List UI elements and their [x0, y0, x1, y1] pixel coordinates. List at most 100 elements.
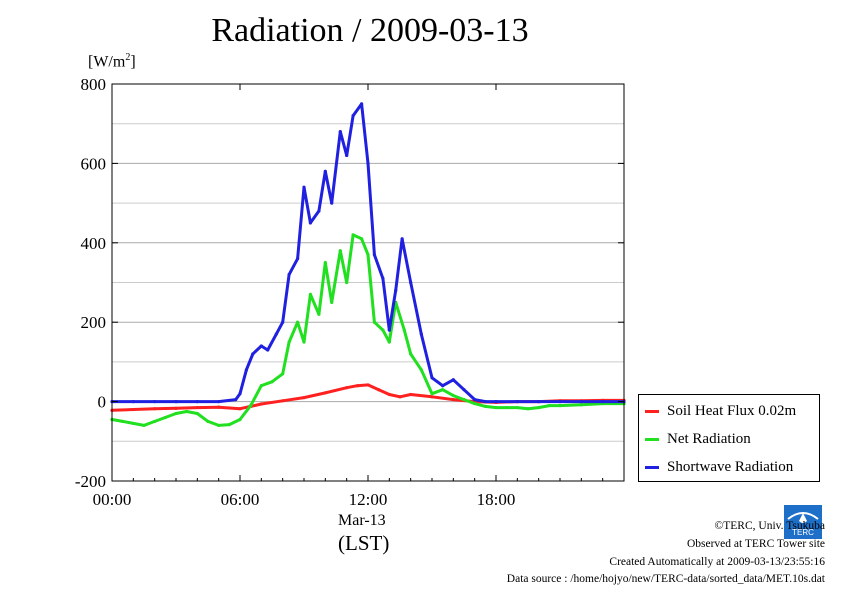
series-point-2: [131, 400, 135, 404]
legend-item-soil-heat-flux: Soil Heat Flux 0.02m: [645, 401, 796, 421]
series-point-1: [351, 233, 355, 237]
series-point-1: [249, 403, 253, 408]
series-point-2: [387, 328, 391, 332]
terc-logo-icon: TERC: [784, 505, 822, 539]
series-point-0: [377, 388, 381, 392]
series-point-1: [547, 403, 551, 408]
svg-text:TERC: TERC: [792, 528, 814, 537]
series-point-0: [355, 384, 359, 388]
series-point-2: [419, 332, 423, 336]
series-point-0: [430, 395, 434, 399]
series-point-2: [338, 130, 342, 134]
series-point-2: [259, 344, 263, 348]
series-point-0: [366, 383, 370, 387]
series-point-1: [308, 292, 312, 297]
series-point-2: [266, 348, 270, 352]
series-point-1: [558, 403, 562, 408]
series-point-2: [451, 378, 455, 382]
series-point-2: [483, 400, 487, 404]
series-point-0: [131, 407, 135, 412]
legend: Soil Heat Flux 0.02m Net Radiation Short…: [638, 394, 820, 482]
series-point-0: [323, 391, 327, 395]
series-point-1: [338, 249, 342, 253]
series-point-1: [163, 415, 167, 420]
series-point-1: [296, 320, 300, 324]
series-point-1: [430, 392, 434, 396]
series-line-2: [112, 102, 624, 404]
footer-copyright: ©TERC, Univ. Tsukuba: [714, 520, 825, 532]
series-point-2: [441, 384, 445, 388]
series-point-2: [153, 400, 157, 404]
series-point-0: [238, 407, 242, 411]
series-point-1: [372, 320, 376, 324]
x-axis-date: Mar-13: [338, 512, 386, 529]
series-point-1: [287, 340, 291, 344]
series-point-2: [330, 201, 334, 205]
series-point-1: [227, 423, 231, 427]
y-unit-sup: 2: [125, 52, 131, 63]
series-point-1: [462, 398, 466, 402]
series-point-1: [142, 423, 146, 428]
footer-observed: Observed at TERC Tower site: [686, 538, 825, 550]
series-point-0: [409, 392, 413, 397]
series-point-0: [302, 396, 306, 400]
y-tick-label: 400: [81, 234, 107, 253]
series-point-1: [483, 404, 487, 408]
series-point-0: [195, 405, 199, 410]
series-point-1: [360, 237, 364, 241]
series-point-0: [451, 398, 455, 402]
series-point-2: [238, 392, 242, 396]
series-point-1: [537, 405, 541, 410]
x-axis-unit: (LST): [338, 531, 390, 555]
series-point-0: [281, 399, 285, 403]
series-point-2: [302, 185, 306, 189]
legend-label-shortwave-radiation: Shortwave Radiation: [667, 458, 794, 475]
series-point-1: [345, 280, 349, 285]
series-point-1: [153, 419, 157, 424]
series-point-1: [494, 405, 498, 410]
y-tick-label: 800: [81, 75, 107, 94]
series-point-1: [270, 380, 274, 384]
legend-swatch-shortwave-radiation: [645, 465, 659, 469]
series-point-2: [601, 400, 605, 404]
series-point-1: [419, 368, 423, 372]
series-point-1: [238, 417, 242, 422]
series-point-1: [302, 340, 306, 344]
series-point-0: [345, 386, 349, 390]
series-point-1: [366, 253, 370, 257]
y-unit-close: ]: [130, 53, 136, 71]
series-point-2: [281, 320, 285, 324]
series-point-2: [244, 368, 248, 372]
series-point-1: [317, 312, 321, 316]
series-point-2: [430, 376, 434, 380]
series-point-0: [398, 395, 402, 399]
series-point-1: [131, 421, 135, 426]
series-point-2: [323, 169, 327, 173]
series-point-2: [174, 400, 178, 404]
series-point-2: [360, 102, 364, 106]
series-point-2: [287, 272, 291, 277]
series-point-1: [259, 384, 263, 388]
series-point-2: [351, 114, 355, 118]
legend-label-soil-heat-flux: Soil Heat Flux 0.02m: [667, 402, 797, 419]
series-point-1: [174, 411, 178, 416]
y-unit-base: [W/m: [88, 53, 126, 71]
series-point-1: [121, 419, 125, 424]
series-point-1: [402, 328, 406, 332]
y-axis-unit: [W/m2]: [88, 52, 136, 71]
series-point-1: [381, 328, 385, 332]
series-point-2: [462, 388, 466, 392]
series-point-1: [185, 409, 189, 414]
series-point-2: [234, 398, 238, 402]
series-point-2: [372, 253, 376, 257]
legend-item-shortwave-radiation: Shortwave Radiation: [645, 457, 793, 477]
footer-source: Data source : /home/hojyo/new/TERC-data/…: [506, 573, 825, 585]
series-point-1: [217, 423, 221, 428]
footer-created: Created Automatically at 2009-03-13/23:5…: [609, 556, 825, 568]
series-point-2: [515, 400, 519, 404]
x-tick-label: 06:00: [221, 490, 260, 509]
series-point-2: [558, 400, 562, 404]
chart-title: Radiation / 2009-03-13: [211, 12, 529, 49]
series-point-2: [345, 153, 349, 158]
series-point-0: [153, 407, 157, 411]
